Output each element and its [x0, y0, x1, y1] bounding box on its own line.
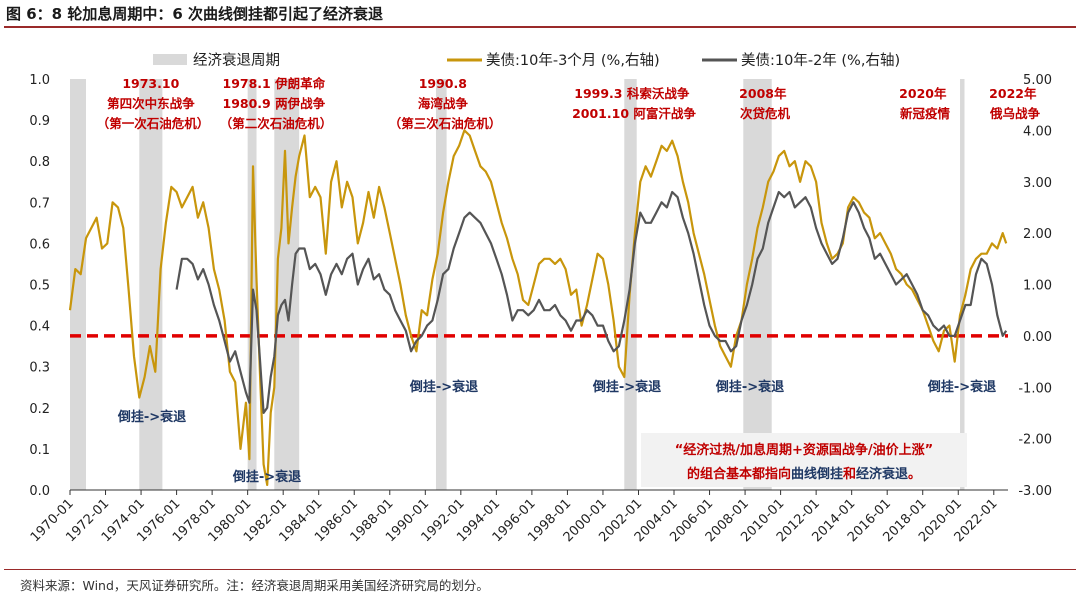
right-axis-tick-label: -1.00: [1018, 381, 1052, 396]
right-axis-tick-label: -2.00: [1018, 433, 1052, 448]
event-1990: 1990.8 海湾战争 （第三次石油危机）: [389, 76, 502, 131]
footer-divider: [4, 569, 1076, 570]
right-axis-tick-label: 2.00: [1023, 227, 1052, 242]
right-axis-tick-label: 4.00: [1023, 124, 1052, 139]
event-2020: 2020年 新冠疫情: [899, 86, 951, 121]
right-axis-tick-label: -3.00: [1018, 484, 1052, 499]
inversion-label: 倒挂->衰退: [117, 409, 186, 425]
title-divider: [4, 26, 1076, 28]
recession-band: [70, 79, 86, 490]
legend-10y2y-label: 美债:10年-2年 (%,右轴): [741, 52, 900, 69]
left-axis-tick-label: 0.4: [29, 320, 50, 335]
recession-band: [274, 79, 300, 490]
right-axis-tick-label: 1.00: [1023, 279, 1052, 294]
left-axis-tick-label: 0.0: [29, 484, 50, 499]
inversion-label: 倒挂->衰退: [927, 379, 996, 395]
right-axis-tick-label: 5.00: [1023, 73, 1052, 88]
event-1978-1980: 1978.1 伊朗革命 1980.9 两伊战争 （第二次石油危机）: [220, 76, 333, 131]
recession-band: [139, 79, 163, 490]
callout-background: [641, 433, 967, 487]
left-axis-tick-label: 0.3: [29, 361, 50, 376]
series-line-10y2y: [175, 190, 1008, 414]
left-axis-tick-label: 1.0: [29, 73, 50, 88]
left-axis-tick-label: 0.1: [29, 443, 50, 458]
callout-box: “经济过热/加息周期+资源国战争/油价上涨” 的组合基本都指向曲线倒挂和经济衰退…: [641, 433, 967, 487]
recession-band: [960, 79, 965, 490]
recession-band: [743, 79, 772, 490]
event-1973: 1973.10 第四次中东战争 （第一次石油危机）: [97, 76, 210, 131]
event-2008: 2008年 次贷危机: [739, 86, 791, 121]
left-axis-tick-label: 0.8: [29, 155, 50, 170]
inversion-label: 倒挂->衰退: [592, 379, 661, 395]
left-axis-tick-label: 0.5: [29, 279, 50, 294]
callout-line-2: 的组合基本都指向曲线倒挂和经济衰退。: [687, 466, 921, 482]
series-line-10y3m: [68, 129, 1008, 486]
left-axis-tick-label: 0.2: [29, 402, 50, 417]
event-1999-2001: 1999.3 科索沃战争 2001.10 阿富汗战争: [572, 86, 696, 121]
legend: 经济衰退周期 美债:10年-3个月 (%,右轴) 美债:10年-2年 (%,右轴…: [153, 52, 900, 69]
inversion-label: 倒挂->衰退: [232, 469, 301, 485]
left-axis-tick-label: 0.6: [29, 237, 50, 252]
inversion-labels: 倒挂->衰退 倒挂->衰退 倒挂->衰退 倒挂->衰退 倒挂->衰退 倒挂->衰…: [117, 379, 996, 485]
event-2022: 2022年 俄乌战争: [989, 86, 1041, 121]
inversion-label: 倒挂->衰退: [715, 379, 784, 395]
inversion-label: 倒挂->衰退: [409, 379, 478, 395]
figure-title: 图 6：8 轮加息周期中：6 次曲线倒挂都引起了经济衰退: [6, 5, 383, 23]
event-annotations: 1973.10 第四次中东战争 （第一次石油危机） 1978.1 伊朗革命 19…: [97, 76, 1041, 131]
source-note: 资料来源：Wind，天风证券研究所。注：经济衰退周期采用美国经济研究局的划分。: [20, 578, 489, 593]
recession-bands: [70, 79, 965, 490]
callout-line-1: “经济过热/加息周期+资源国战争/油价上涨”: [675, 442, 933, 458]
legend-recession-label: 经济衰退周期: [193, 52, 280, 69]
left-axis-tick-label: 0.7: [29, 196, 50, 211]
right-axis-tick-label: 0.00: [1023, 330, 1052, 345]
series-lines: [68, 129, 1008, 486]
left-axis-tick-label: 0.9: [29, 114, 50, 129]
legend-recession-swatch: [153, 54, 187, 65]
legend-10y3m-label: 美债:10年-3个月 (%,右轴): [486, 52, 660, 69]
right-axis-tick-label: 3.00: [1023, 176, 1052, 191]
